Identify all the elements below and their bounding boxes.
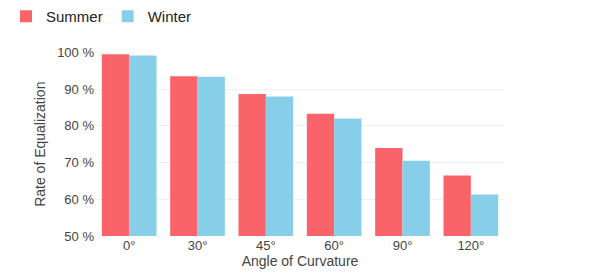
svg-text:Winter: Winter — [148, 8, 191, 25]
svg-text:60°: 60° — [324, 238, 344, 253]
svg-text:30°: 30° — [188, 238, 208, 253]
svg-text:120°: 120° — [457, 238, 484, 253]
svg-text:45°: 45° — [256, 238, 276, 253]
svg-text:Summer: Summer — [46, 8, 103, 25]
svg-text:90°: 90° — [393, 238, 413, 253]
svg-text:Rate of Equalization: Rate of Equalization — [32, 82, 48, 207]
svg-text:90 %: 90 % — [64, 82, 94, 97]
svg-text:60 %: 60 % — [64, 192, 94, 207]
svg-text:Angle of Curvature: Angle of Curvature — [242, 253, 359, 269]
svg-text:50 %: 50 % — [64, 229, 94, 244]
svg-text:100 %: 100 % — [57, 45, 94, 60]
svg-text:70 %: 70 % — [64, 155, 94, 170]
svg-text:80 %: 80 % — [64, 118, 94, 133]
svg-text:0°: 0° — [123, 238, 135, 253]
